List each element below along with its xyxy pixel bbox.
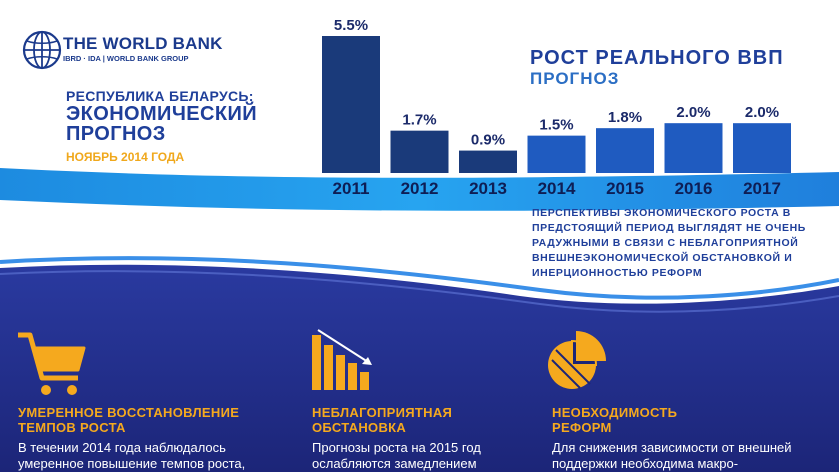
- report-title: РЕСПУБЛИКА БЕЛАРУСЬ: ЭКОНОМИЧЕСКИЙ ПРОГН…: [66, 88, 257, 144]
- swoosh-line: [0, 256, 839, 300]
- section-body-reforms: Для снижения зависимости от внешней подд…: [552, 440, 792, 472]
- category-label-2015: 2015: [606, 179, 644, 198]
- section-title-reforms: НЕОБХОДИМОСТЬ РЕФОРМ: [552, 405, 677, 435]
- category-label-2016: 2016: [675, 179, 713, 198]
- swoosh-line: [0, 270, 839, 313]
- bar-2017: [733, 123, 791, 173]
- pie-chart-icon: [548, 331, 606, 389]
- title-line-2: ПРОГНОЗ: [66, 123, 166, 145]
- section-title-line: ОБСТАНОВКА: [312, 420, 407, 435]
- category-label-2013: 2013: [469, 179, 507, 198]
- data-label-2014: 1.5%: [539, 117, 573, 134]
- section-body-line: поддержки необходима макро-: [552, 456, 739, 471]
- bar-2011: [322, 36, 380, 173]
- section-title-conditions: НЕБЛАГОПРИЯТНАЯ ОБСТАНОВКА: [312, 405, 452, 435]
- bar-2012: [390, 130, 449, 173]
- title-line-1: ЭКОНОМИЧЕСКИЙ: [66, 103, 258, 125]
- data-label-2013: 0.9%: [471, 132, 505, 149]
- country-label: РЕСПУБЛИКА БЕЛАРУСЬ:: [66, 88, 254, 104]
- section-body-line: ослабляются замедлением: [312, 456, 477, 471]
- section-body-line: Для снижения зависимости от внешней: [552, 440, 792, 455]
- data-label-2012: 1.7%: [402, 112, 436, 129]
- data-label-2011: 5.5%: [334, 17, 368, 34]
- section-title-line: ТЕМПОВ РОСТА: [18, 420, 126, 435]
- bar-2016: [664, 123, 723, 173]
- data-label-2016: 2.0%: [676, 104, 710, 121]
- chart-title-line-2: ПРОГНОЗ: [530, 69, 620, 88]
- bar-2015: [596, 128, 654, 173]
- section-title-line: РЕФОРМ: [552, 420, 612, 435]
- section-body-conditions: Прогнозы роста на 2015 год ослабляются з…: [312, 440, 481, 472]
- data-label-2017: 2.0%: [745, 104, 779, 121]
- chart-title: РОСТ РЕАЛЬНОГО ВВП ПРОГНОЗ: [530, 47, 784, 88]
- section-body-recovery: В течении 2014 года наблюдалось умеренно…: [18, 440, 245, 472]
- report-date: НОЯБРЬ 2014 ГОДА: [66, 150, 185, 164]
- category-label-2011: 2011: [333, 179, 370, 198]
- bottom-panel: [0, 264, 839, 472]
- data-label-2015: 1.8%: [608, 109, 642, 126]
- shopping-cart-icon: [18, 332, 86, 395]
- gdp-bar-chart: 5.5% 2011 1.7% 2012 0.9% 2013 1.5% 2014 1.8% 2015…: [322, 17, 791, 198]
- forecast-note: ПЕРСПЕКТИВЫ ЭКОНОМИЧЕСКОГО РОСТА В ПРЕДС…: [532, 207, 806, 279]
- section-title-line: НЕБЛАГОПРИЯТНАЯ: [312, 405, 453, 420]
- bar-2014: [527, 135, 586, 173]
- logo-subtitle: IBRD · IDA | WORLD BANK GROUP: [63, 54, 189, 63]
- chart-title-line-1: РОСТ РЕАЛЬНОГО ВВП: [530, 47, 784, 69]
- category-label-2017: 2017: [743, 179, 781, 198]
- section-body-line: умеренное повышение темпов роста,: [18, 456, 246, 471]
- section-title-recovery: УМЕРЕННОЕ ВОССТАНОВЛЕНИЕ ТЕМПОВ РОСТА: [18, 405, 239, 435]
- wave-band: [0, 168, 839, 211]
- section-title-line: НЕОБХОДИМОСТЬ: [552, 405, 678, 420]
- section-body-line: В течении 2014 года наблюдалось: [18, 440, 226, 455]
- section-body-line: Прогнозы роста на 2015 год: [312, 440, 481, 455]
- declining-chart-icon: [312, 329, 372, 390]
- category-label-2014: 2014: [538, 179, 576, 198]
- bar-2013: [459, 150, 517, 173]
- logo-name: THE WORLD BANK: [63, 34, 223, 53]
- category-label-2012: 2012: [401, 179, 439, 198]
- globe-icon: [22, 30, 62, 70]
- section-title-line: УМЕРЕННОЕ ВОССТАНОВЛЕНИЕ: [18, 405, 240, 420]
